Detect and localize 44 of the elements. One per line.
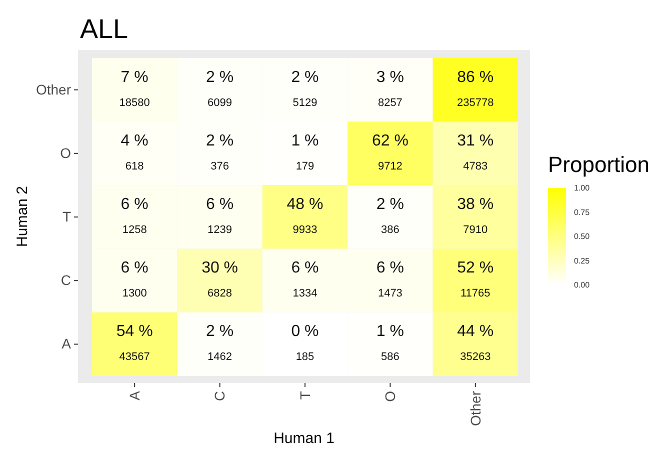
data-label: 0 % 185	[291, 323, 319, 364]
y-axis-title: Human 2	[14, 186, 31, 247]
y-tick-label: C	[60, 272, 71, 288]
color-bar-label: 0.25	[574, 256, 590, 266]
x-tick-label: T	[296, 390, 313, 400]
color-bar-label: 0.00	[574, 280, 590, 290]
data-label: 6 % 1300	[120, 260, 148, 300]
data-label: 31 % 4783	[457, 132, 494, 172]
data-label: 52 % 11765	[457, 260, 494, 300]
data-label: 48 % 9933	[286, 196, 324, 236]
y-tick-label: O	[60, 144, 72, 161]
data-label: 3 % 8257	[376, 68, 404, 109]
x-tick-label: O	[382, 390, 398, 402]
data-label: 54 % 43567	[116, 323, 153, 364]
data-label: 62 % 9712	[372, 132, 408, 172]
legend-title: Proportion	[548, 152, 650, 177]
data-label: 2 % 386	[376, 196, 404, 236]
data-label: 4 % 618	[120, 132, 148, 172]
color-bar-label: 0.75	[574, 208, 590, 217]
data-label: 2 % 6099	[206, 68, 234, 109]
data-label: 38 % 7910	[457, 196, 494, 236]
data-label: 6 % 1258	[120, 196, 148, 236]
x-tick-label: Other	[467, 390, 484, 426]
y-tick-label: Other	[36, 81, 72, 98]
data-label: 2 % 376	[206, 132, 234, 172]
x-tick-label: A	[126, 390, 142, 400]
data-label: 2 % 5129	[291, 68, 319, 109]
y-tick-label: T	[62, 208, 72, 224]
color-bar-label: 1.00	[574, 184, 590, 193]
data-label: 1 % 179	[291, 132, 319, 172]
x-axis-title: Human 1	[274, 430, 334, 447]
data-label: 6 % 1473	[376, 260, 404, 300]
data-label: 30 % 6828	[202, 260, 238, 300]
x-tick-label: C	[212, 391, 228, 402]
data-label: 6 % 1239	[206, 196, 234, 236]
data-label: 1 % 586	[376, 323, 404, 364]
y-tick-label: A	[62, 336, 72, 352]
data-label: 6 % 1334	[291, 260, 319, 300]
data-label: 7 % 18580	[119, 68, 150, 109]
data-label: 2 % 1462	[206, 323, 234, 364]
chart-title: ALL	[80, 14, 128, 44]
data-label: 44 % 35263	[457, 323, 494, 364]
data-label: 86 % 235778	[457, 68, 494, 109]
color-bar-label: 0.50	[574, 232, 590, 242]
